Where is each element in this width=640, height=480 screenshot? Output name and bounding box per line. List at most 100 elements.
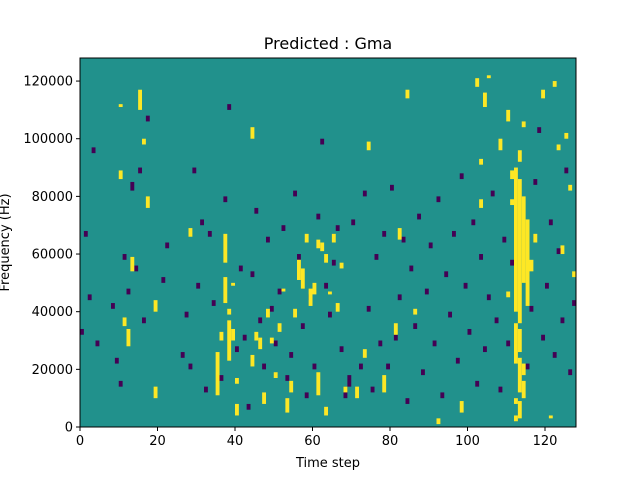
heatmap-cell-high [126, 328, 131, 347]
y-tick-label: 80000 [32, 190, 73, 205]
heatmap-cell-low [324, 282, 329, 289]
heatmap-cell-high [118, 170, 123, 180]
heatmap-cell-high [393, 323, 398, 335]
heatmap-cell-low [312, 363, 317, 370]
heatmap-cell-high [510, 170, 515, 180]
heatmap-cell-low [552, 352, 557, 358]
heatmap-cell-high [552, 81, 557, 87]
heatmap-cell-low [184, 311, 189, 318]
heatmap-cell-low [463, 282, 468, 289]
heatmap-cell-high [324, 406, 329, 416]
heatmap-cell-high [142, 138, 146, 145]
heatmap-cell-low [362, 190, 367, 197]
heatmap-cell-low [269, 305, 274, 312]
heatmap-cell-high [517, 150, 522, 162]
heatmap-cell-high [231, 328, 236, 341]
heatmap-cell-low [254, 207, 259, 214]
heatmap-cell-low [386, 363, 391, 370]
heatmap-cell-high [122, 317, 127, 327]
y-tick-label: 20000 [32, 363, 73, 378]
heatmap-cell-low [351, 219, 356, 226]
heatmap-cell-high [331, 233, 336, 243]
heatmap-cell-low [459, 173, 464, 180]
heatmap-cell-low [413, 323, 418, 329]
x-axis-label: Time step [295, 456, 360, 471]
heatmap-cell-low [285, 375, 290, 381]
heatmap-cell-high [273, 372, 278, 378]
heatmap-cell-high [541, 89, 546, 99]
heatmap-cell-low [293, 190, 298, 197]
heatmap-cell-low [262, 363, 267, 370]
heatmap-cell-low [475, 380, 480, 387]
heatmap-cell-high [188, 228, 193, 237]
heatmap-cell-low [359, 363, 363, 370]
heatmap-cell-low [246, 403, 251, 410]
heatmap-cell-low [328, 311, 332, 318]
heatmap-cell-high [145, 196, 150, 208]
heatmap-cell-high [521, 121, 526, 128]
heatmap-cell-low [421, 369, 425, 376]
heatmap-cell-low [494, 317, 499, 324]
heatmap-cell-high [560, 245, 565, 255]
heatmap-cell-high [223, 277, 228, 304]
heatmap-cell-high [343, 386, 348, 393]
heatmap-cell-low [436, 196, 441, 203]
y-tick-label: 120000 [23, 75, 73, 90]
heatmap-cell-high [521, 363, 526, 376]
heatmap-cell-high [355, 386, 360, 399]
heatmap-cell-high [250, 354, 255, 367]
heatmap-cell-low [277, 288, 282, 295]
heatmap-cell-low [91, 147, 96, 154]
heatmap-cell-high [289, 380, 294, 393]
plot-area [80, 58, 577, 427]
heatmap-cell-high [514, 167, 518, 312]
heatmap-cell-low [114, 357, 119, 364]
heatmap-cell-high [479, 199, 484, 208]
heatmap-cell-high [219, 331, 224, 341]
heatmap-cell-low [366, 305, 371, 312]
x-tick-label: 100 [455, 434, 480, 449]
heatmap-cell-low [145, 115, 150, 122]
x-tick-label: 40 [227, 434, 244, 449]
heatmap-cell-low [134, 265, 139, 272]
heatmap-cell-low [273, 340, 278, 347]
heatmap-cell-high [506, 109, 511, 122]
heatmap-cell-high [572, 271, 577, 278]
heatmap-cell-high [514, 398, 518, 404]
heatmap-cell-high [479, 158, 484, 165]
heatmap-cell-low [564, 167, 569, 174]
heatmap-cell-high [564, 132, 569, 139]
heatmap-cell-low [335, 225, 340, 231]
heatmap-cell-high [362, 349, 367, 358]
heatmap-cell-low [374, 254, 379, 260]
heatmap-cell-low [211, 300, 216, 306]
heatmap-cell-low [432, 340, 437, 347]
heatmap-cell-high [297, 259, 301, 280]
heatmap-cell-low [165, 242, 170, 249]
heatmap-cell-low [541, 334, 546, 341]
heatmap-cell-low [525, 363, 530, 370]
heatmap-cell-high [514, 323, 518, 364]
heatmap-cell-high [517, 328, 522, 353]
heatmap-cell-low [188, 363, 193, 370]
heatmap-cell-low [556, 248, 561, 255]
heatmap-cell-low [393, 334, 398, 341]
heatmap-cell-low [502, 236, 507, 243]
heatmap-cell-low [266, 236, 270, 243]
heatmap-cell-high [405, 89, 410, 99]
heatmap-cell-low [207, 230, 212, 237]
heatmap-cell-high [328, 291, 332, 295]
heatmap-cell-low [281, 225, 286, 231]
heatmap-cell-high [235, 403, 239, 416]
heatmap-cell-high [366, 141, 371, 151]
heatmap-cell-low [529, 305, 534, 312]
heatmap-cell-high [459, 401, 464, 413]
heatmap-cell-low [126, 288, 131, 295]
heatmap-cell-low [417, 213, 422, 220]
heatmap-cell-high [316, 239, 321, 249]
heatmap-cell-high [285, 398, 290, 413]
heatmap-cell-low [289, 352, 294, 358]
heatmap-cell-low [250, 271, 255, 278]
heatmap-cell-low [448, 311, 453, 318]
